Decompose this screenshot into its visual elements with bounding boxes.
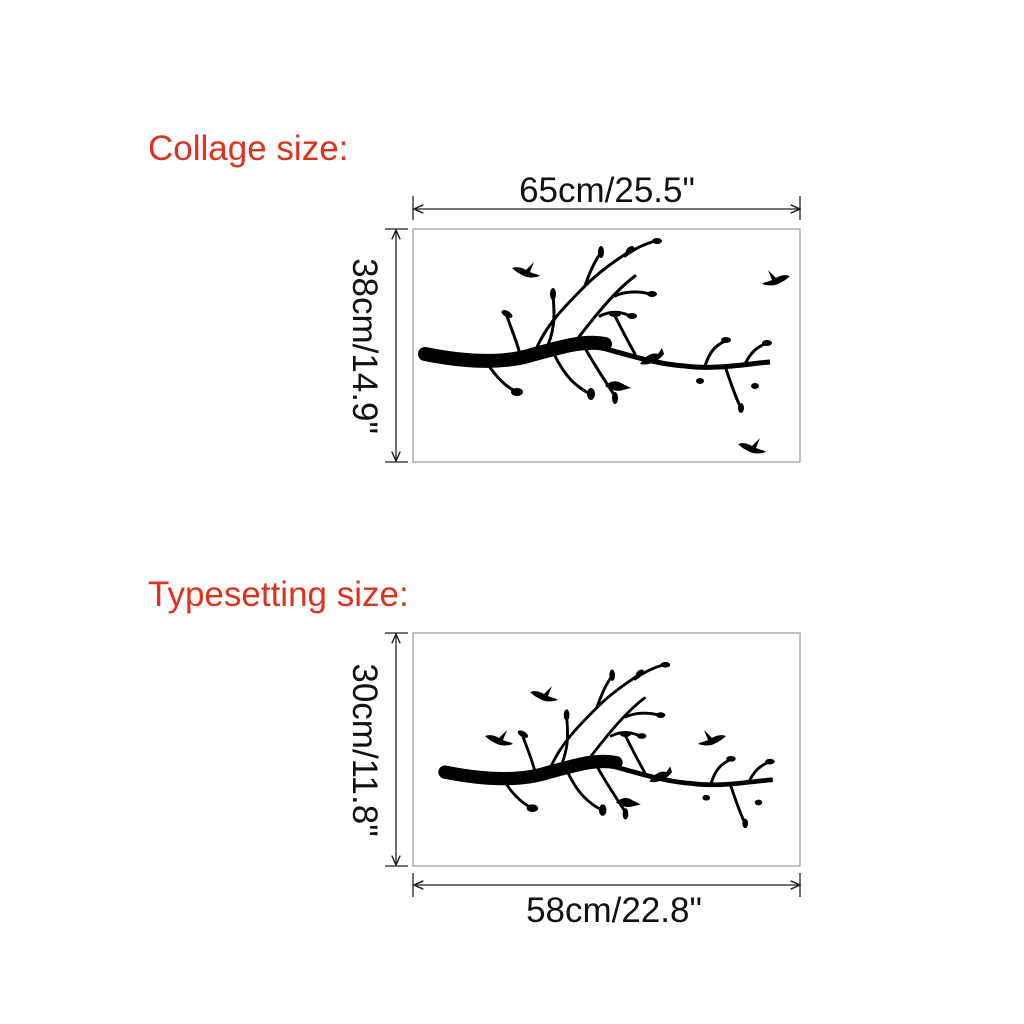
width-label: 58cm/22.8" bbox=[526, 891, 702, 930]
section-title: Typesetting size: bbox=[148, 575, 409, 614]
decal-box bbox=[412, 632, 801, 867]
section-title: Collage size: bbox=[148, 129, 348, 168]
height-label: 30cm/11.8" bbox=[345, 663, 384, 836]
width-label: 65cm/25.5" bbox=[519, 171, 695, 210]
height-label: 38cm/14.9" bbox=[345, 258, 384, 434]
